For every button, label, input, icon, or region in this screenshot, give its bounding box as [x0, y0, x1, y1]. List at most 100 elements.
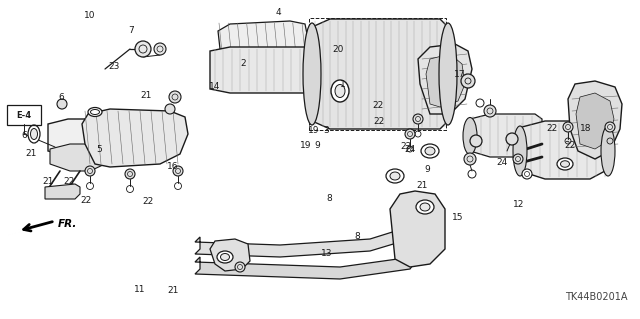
Text: 22: 22 [546, 124, 557, 133]
Ellipse shape [420, 203, 430, 211]
Text: 2: 2 [241, 59, 246, 68]
Circle shape [135, 41, 151, 57]
Polygon shape [50, 144, 105, 171]
Ellipse shape [386, 169, 404, 183]
Text: 21: 21 [25, 149, 36, 158]
Text: 22: 22 [63, 177, 75, 186]
Ellipse shape [390, 172, 400, 180]
Ellipse shape [217, 251, 233, 263]
Polygon shape [210, 47, 310, 93]
Circle shape [470, 135, 482, 147]
Text: 21: 21 [140, 91, 152, 100]
Polygon shape [568, 81, 622, 159]
Text: 22: 22 [373, 117, 385, 126]
Polygon shape [426, 54, 465, 107]
Circle shape [461, 74, 475, 88]
Circle shape [125, 169, 135, 179]
Ellipse shape [331, 80, 349, 102]
Ellipse shape [557, 158, 573, 170]
Text: 8: 8 [327, 194, 332, 203]
Text: 18: 18 [580, 124, 591, 133]
Circle shape [173, 166, 183, 176]
Polygon shape [48, 119, 108, 156]
Text: 22: 22 [143, 197, 154, 206]
Circle shape [405, 129, 415, 139]
Circle shape [522, 169, 532, 179]
Text: 22: 22 [564, 141, 575, 150]
Polygon shape [195, 197, 426, 257]
Ellipse shape [463, 117, 477, 154]
Ellipse shape [28, 125, 40, 143]
Circle shape [563, 122, 573, 132]
Text: E-4: E-4 [17, 110, 31, 120]
Text: 4: 4 [276, 8, 281, 17]
Text: 19: 19 [308, 126, 319, 135]
Polygon shape [418, 44, 472, 114]
Ellipse shape [601, 126, 615, 176]
Circle shape [165, 104, 175, 114]
Text: 6: 6 [22, 131, 27, 140]
Ellipse shape [561, 161, 570, 167]
Circle shape [235, 262, 245, 272]
Text: 22: 22 [372, 101, 383, 110]
Text: 15: 15 [452, 213, 463, 222]
Circle shape [513, 154, 523, 164]
Text: 22: 22 [81, 197, 92, 205]
Polygon shape [210, 239, 250, 271]
Text: 9: 9 [425, 165, 430, 174]
Ellipse shape [303, 23, 321, 125]
Text: 1: 1 [340, 80, 345, 89]
Text: 7: 7 [129, 26, 134, 35]
Text: FR.: FR. [58, 219, 77, 229]
Text: 5: 5 [97, 145, 102, 154]
Text: 19: 19 [300, 141, 312, 150]
Ellipse shape [335, 85, 345, 98]
Text: 21: 21 [417, 181, 428, 190]
Text: 21: 21 [167, 286, 179, 295]
Text: 24: 24 [497, 158, 508, 167]
Polygon shape [470, 114, 542, 157]
Text: 10: 10 [84, 11, 95, 20]
Circle shape [154, 43, 166, 55]
Polygon shape [518, 121, 608, 179]
Ellipse shape [221, 254, 230, 261]
Polygon shape [390, 191, 445, 267]
Circle shape [506, 133, 518, 145]
Ellipse shape [416, 200, 434, 214]
Circle shape [85, 166, 95, 176]
Text: 13: 13 [321, 249, 332, 258]
Text: 3: 3 [324, 126, 329, 135]
Polygon shape [218, 21, 308, 54]
Circle shape [484, 105, 496, 117]
Text: 22: 22 [401, 142, 412, 151]
Text: 20: 20 [332, 45, 344, 54]
Ellipse shape [513, 126, 527, 176]
Text: 9: 9 [314, 141, 319, 150]
Circle shape [605, 122, 615, 132]
Ellipse shape [88, 108, 102, 116]
Circle shape [169, 91, 181, 103]
Circle shape [413, 114, 423, 124]
Text: 23: 23 [108, 63, 120, 71]
Ellipse shape [31, 129, 38, 139]
Text: 24: 24 [404, 145, 415, 154]
Text: 16: 16 [167, 162, 179, 171]
Text: 8: 8 [355, 232, 360, 241]
Text: 11: 11 [134, 285, 145, 294]
Polygon shape [105, 127, 180, 144]
Text: TK44B0201A: TK44B0201A [565, 292, 627, 302]
Polygon shape [45, 184, 80, 199]
Polygon shape [312, 19, 448, 129]
Ellipse shape [421, 144, 439, 158]
Text: 21: 21 [42, 177, 54, 186]
Circle shape [464, 153, 476, 165]
Text: 14: 14 [209, 82, 220, 91]
Polygon shape [576, 93, 614, 149]
Text: 17: 17 [454, 70, 465, 78]
Polygon shape [82, 109, 188, 167]
Text: 12: 12 [513, 200, 524, 209]
Text: 6: 6 [58, 93, 63, 102]
Polygon shape [195, 217, 438, 279]
Ellipse shape [425, 147, 435, 155]
Circle shape [57, 99, 67, 109]
